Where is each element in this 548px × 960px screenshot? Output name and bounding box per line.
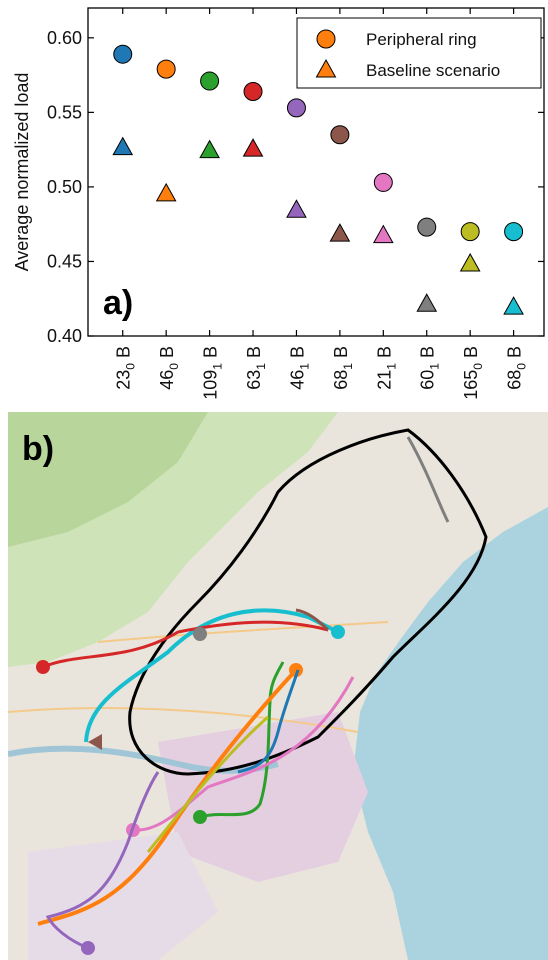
point-triangle-6 xyxy=(372,224,394,244)
map-road xyxy=(8,707,359,733)
x-tick-label: 1650 B xyxy=(461,346,485,400)
point-circle-3 xyxy=(243,81,263,101)
y-tick-label: 0.50 xyxy=(47,177,82,197)
route-bus-63-1 xyxy=(42,620,329,669)
x-tick-label: 1091 B xyxy=(201,346,225,400)
route-bus-46-0 xyxy=(37,668,298,926)
legend-marker-peripheral-ring xyxy=(316,29,336,49)
panel-b-label: b) xyxy=(22,430,54,468)
route-bus-63-1-stop xyxy=(36,660,50,674)
map-airport xyxy=(28,832,218,960)
x-tick-label: 211 B xyxy=(374,346,398,390)
point-triangle-1 xyxy=(155,182,177,202)
legend-marker-baseline-scenario xyxy=(315,58,337,78)
legend-box xyxy=(296,17,542,89)
legend: Peripheral ring Baseline scenario xyxy=(296,17,542,89)
point-circle-2 xyxy=(200,71,220,91)
point-triangle-4 xyxy=(286,199,307,218)
point-triangle-9 xyxy=(503,296,524,315)
route-bus-46-1 xyxy=(45,771,160,950)
map-coast-road xyxy=(97,621,389,643)
y-tick-label: 0.45 xyxy=(47,251,82,271)
x-tick-label: 681 B xyxy=(331,346,355,390)
legend-label-peripheral-ring: Peripheral ring xyxy=(366,30,477,49)
y-axis: 0.40 0.45 0.50 0.55 0.60 xyxy=(47,28,544,346)
y-tick-label: 0.60 xyxy=(47,28,82,48)
route-bus-165-0 xyxy=(146,715,269,853)
point-triangle-5 xyxy=(329,223,351,242)
x-tick-label: 230 B xyxy=(114,346,138,390)
point-circle-4 xyxy=(286,98,306,118)
point-triangle-0 xyxy=(112,136,134,156)
point-circle-5 xyxy=(330,125,350,145)
route-bus-68-0 xyxy=(84,608,339,743)
point-circle-0 xyxy=(113,44,133,64)
x-axis: 230 B 460 B 1091 B 631 B 461 B 681 B 211… xyxy=(114,8,529,400)
panel-a-label: a) xyxy=(103,284,133,322)
route-bus-68-1-stop xyxy=(88,734,102,750)
route-bus-23-0 xyxy=(237,669,300,774)
point-circle-8 xyxy=(460,222,480,242)
route-bus-46-0-stop xyxy=(289,663,303,677)
route-bus-46-1-stop xyxy=(81,941,95,955)
data-marks xyxy=(112,44,524,315)
point-triangle-7 xyxy=(416,293,438,312)
x-tick-label: 461 B xyxy=(287,346,311,390)
route-bus-109-1-stop xyxy=(193,810,207,824)
y-tick-label: 0.40 xyxy=(47,326,82,346)
x-tick-label: 631 B xyxy=(244,346,268,390)
x-tick-label: 460 B xyxy=(157,346,181,390)
route-bus-60-1-stop xyxy=(193,627,207,641)
route-bus-21-1 xyxy=(132,676,355,832)
y-axis-label: Average normalized load xyxy=(12,73,32,272)
legend-label-baseline-scenario: Baseline scenario xyxy=(366,61,500,80)
map-sea xyxy=(353,507,548,960)
route-map: b) xyxy=(8,412,548,960)
point-triangle-3 xyxy=(242,138,264,157)
x-tick-label: 680 B xyxy=(505,346,529,390)
map-hills xyxy=(8,412,208,547)
point-triangle-2 xyxy=(199,139,220,159)
point-circle-7 xyxy=(417,217,437,237)
point-triangle-8 xyxy=(459,252,481,272)
scatter-chart: 0.40 0.45 0.50 0.55 0.60 230 B 460 B 1091 B … xyxy=(12,7,545,400)
route-bus-68-1 xyxy=(295,608,330,632)
point-circle-1 xyxy=(156,59,176,79)
route-bus-68-0-stop xyxy=(331,625,345,639)
point-circle-6 xyxy=(373,172,393,192)
point-circle-9 xyxy=(504,222,524,242)
peripheral-ring-outline xyxy=(128,428,488,776)
y-tick-label: 0.55 xyxy=(47,102,82,122)
x-tick-label: 601 B xyxy=(418,346,442,390)
route-bus-60-1 xyxy=(406,436,450,523)
